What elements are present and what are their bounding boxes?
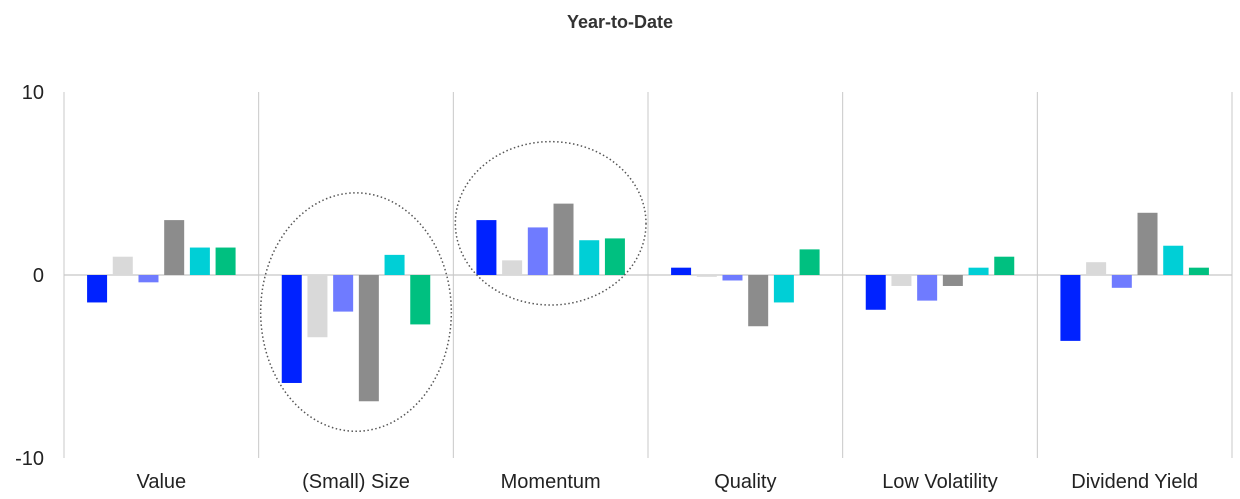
y-tick-label: -10 [15, 448, 44, 470]
bar [865, 275, 886, 310]
labels-layer: 10 0 -10 Value (Small) Size Momentum Quality Lo… [15, 82, 1198, 493]
category-label: Momentum [501, 471, 601, 493]
bar [1188, 267, 1209, 275]
category-label: (Small) Size [302, 471, 410, 493]
highlight-ellipse [259, 192, 453, 433]
highlight-ellipse [454, 140, 647, 306]
bar [307, 275, 328, 338]
bar [1111, 275, 1132, 288]
bar [891, 275, 912, 286]
bar [476, 220, 497, 275]
chart-title: Year-to-Date [566, 12, 674, 32]
bar [164, 220, 185, 275]
y-tick-label: 0 [33, 265, 44, 287]
bar [1060, 275, 1081, 341]
bar [281, 275, 302, 383]
bar [553, 203, 574, 275]
bar [748, 275, 769, 327]
bar [1086, 262, 1107, 275]
category-label: Low Volatility [882, 471, 998, 493]
bar [384, 254, 405, 275]
bar [968, 267, 989, 275]
bar [942, 275, 963, 286]
bar [671, 267, 692, 275]
bar [994, 256, 1015, 275]
bar [917, 275, 938, 301]
bar [1137, 212, 1158, 275]
bar [189, 247, 210, 275]
bar [215, 247, 236, 275]
bar [112, 256, 133, 275]
bar [773, 275, 794, 303]
bar [799, 249, 820, 275]
bar [87, 275, 108, 303]
highlight-layer [259, 140, 647, 433]
bar [333, 275, 354, 312]
bar [527, 227, 548, 275]
bar [579, 240, 600, 275]
y-tick-label: 10 [22, 82, 44, 104]
category-label: Dividend Yield [1071, 471, 1198, 493]
category-label: Quality [714, 471, 776, 493]
category-label: Value [136, 471, 186, 493]
bar [502, 260, 523, 275]
bar [604, 238, 625, 275]
bar [722, 275, 743, 281]
bar [358, 275, 379, 402]
bar [410, 275, 431, 325]
bar [138, 275, 159, 283]
bar [696, 275, 717, 277]
axis-layer [63, 92, 1233, 458]
bars-layer [87, 203, 1209, 402]
bar [1163, 245, 1184, 275]
